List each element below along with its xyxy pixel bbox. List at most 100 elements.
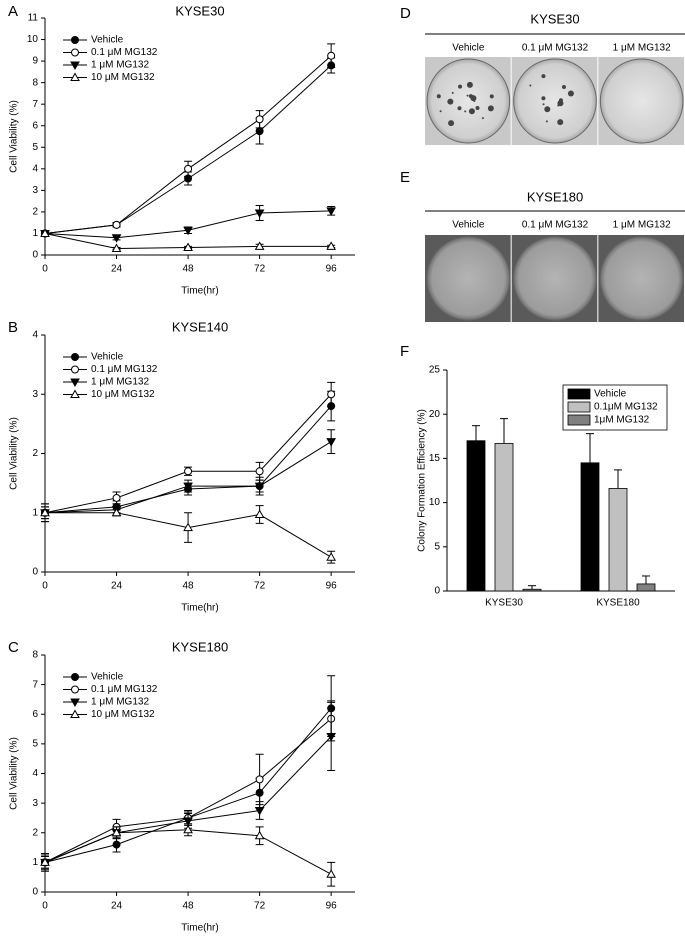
photo-label: 1 μM MG132 (613, 220, 671, 231)
colony (468, 108, 475, 115)
dish (426, 236, 511, 321)
marker (327, 51, 336, 60)
panel-label: C (8, 639, 19, 656)
bar (580, 462, 600, 592)
y-axis-label: Cell Viability (%) (9, 417, 20, 490)
marker (183, 817, 193, 826)
marker (112, 220, 121, 229)
colony (541, 74, 546, 79)
marker (70, 389, 80, 398)
marker (70, 698, 80, 708)
marker (255, 467, 264, 476)
series-line (44, 405, 332, 514)
y-tick-label: 3 (32, 798, 38, 809)
marker (70, 61, 80, 71)
y-tick-label: 5 (32, 739, 38, 750)
y-tick-label: 10 (27, 34, 39, 45)
colony (439, 110, 442, 113)
photo-title: KYSE180 (527, 189, 583, 204)
y-axis-label: Cell Viability (%) (9, 100, 20, 173)
y-tick-label: 11 (28, 13, 39, 24)
legend-label: 0.1μM MG132 (594, 402, 658, 413)
x-tick-label: 96 (326, 901, 338, 912)
bar (608, 488, 628, 592)
marker (183, 824, 193, 834)
photo-label: Vehicle (452, 220, 485, 231)
marker (255, 127, 264, 136)
marker (254, 241, 265, 250)
y-tick-label: 0 (32, 887, 38, 898)
dish (513, 236, 597, 321)
marker (183, 522, 193, 532)
colony (464, 110, 467, 113)
x-tick-label: 72 (254, 581, 266, 592)
y-tick-label: 1 (32, 228, 38, 239)
marker (111, 234, 122, 243)
y-tick-label: 0 (32, 567, 38, 578)
photo-label: 0.1 μM MG132 (522, 220, 589, 231)
y-tick-label: 2 (32, 207, 38, 218)
marker (326, 207, 337, 216)
legend-label: 0.1 μM MG132 (91, 47, 158, 58)
colony (481, 117, 484, 120)
colony (487, 105, 494, 112)
marker (111, 827, 122, 837)
colony (545, 120, 548, 123)
legend-label: Vehicle (91, 672, 124, 683)
panel-label: E (400, 169, 410, 186)
marker (71, 673, 79, 681)
y-tick-label: 9 (32, 56, 38, 67)
marker (254, 209, 265, 218)
y-tick-label: 3 (32, 389, 38, 400)
colony (557, 119, 564, 126)
marker (326, 241, 337, 250)
y-tick-label: 1 (32, 857, 38, 868)
x-tick-label: KYSE180 (596, 598, 640, 609)
colony (544, 106, 551, 113)
legend-swatch (567, 388, 591, 400)
marker (255, 115, 264, 124)
legend-label: 1 μM MG132 (91, 377, 149, 388)
marker (71, 353, 79, 361)
legend-swatch (567, 401, 591, 413)
x-axis-label: Time(hr) (181, 603, 218, 614)
x-tick-label: 72 (254, 901, 266, 912)
marker (326, 869, 337, 878)
colony (451, 91, 454, 94)
x-tick-label: 0 (42, 581, 48, 592)
marker (71, 365, 79, 374)
legend-label: 0.1 μM MG132 (91, 364, 158, 375)
marker (184, 164, 193, 173)
marker (326, 438, 337, 447)
series-line (44, 441, 332, 514)
colony (529, 84, 532, 87)
colony (466, 81, 473, 88)
marker (183, 482, 193, 492)
photo-label: 0.1 μM MG132 (522, 43, 589, 54)
marker (70, 72, 80, 81)
chart-title: KYSE140 (172, 319, 228, 334)
x-tick-label: 0 (42, 901, 48, 912)
chart-title: KYSE30 (175, 3, 224, 18)
marker (70, 378, 80, 388)
colony (466, 94, 469, 97)
colony (457, 106, 462, 111)
x-tick-label: KYSE30 (485, 598, 523, 609)
marker (326, 552, 337, 561)
legend-label: 10 μM MG132 (91, 389, 155, 400)
colony (447, 98, 454, 105)
y-tick-label: 0 (434, 586, 440, 597)
y-tick-label: 25 (429, 365, 441, 376)
marker (254, 807, 265, 816)
marker (40, 857, 50, 866)
colony (558, 98, 563, 103)
photo-label: Vehicle (452, 43, 485, 54)
colony (567, 90, 574, 97)
x-tick-label: 48 (183, 264, 195, 275)
y-tick-label: 3 (32, 185, 38, 196)
chart-title: KYSE180 (172, 639, 228, 654)
legend-label: 1 μM MG132 (91, 60, 149, 71)
legend-label: 0.1 μM MG132 (91, 684, 158, 695)
marker (183, 226, 193, 236)
